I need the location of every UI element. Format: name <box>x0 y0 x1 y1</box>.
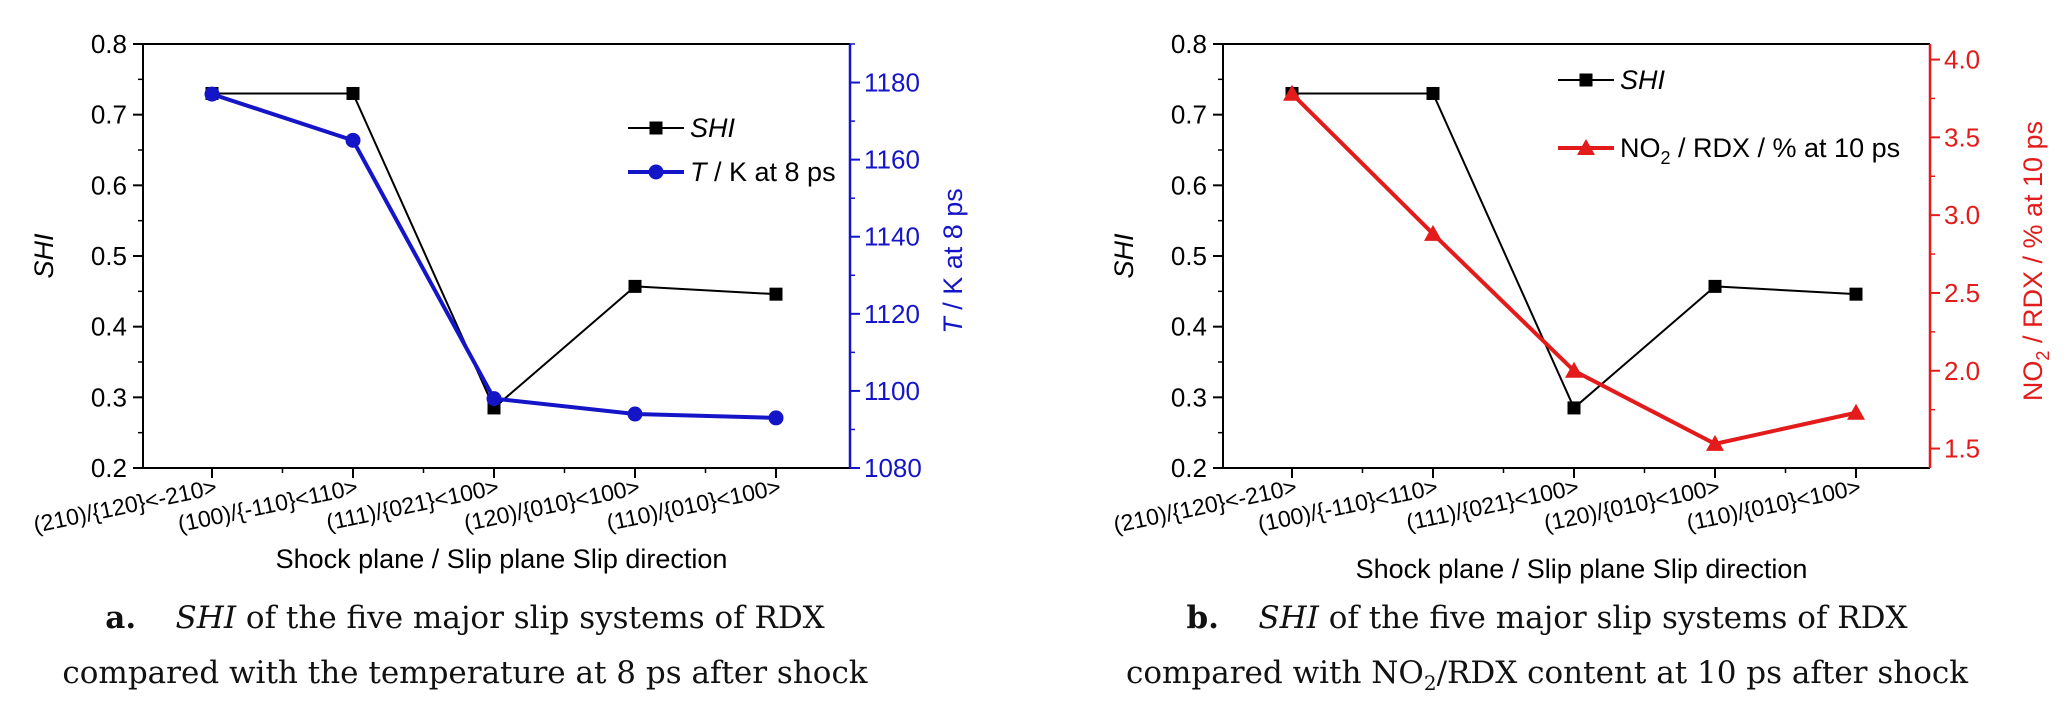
y2-tick-label: 4.0 <box>1944 45 1980 75</box>
y-tick-label: 0.4 <box>91 312 127 342</box>
y-tick-label: 0.6 <box>1171 170 1207 200</box>
legend-label: SHI <box>690 113 736 143</box>
y2-tick-label: 2.0 <box>1944 356 1980 386</box>
y-tick-label: 0.8 <box>91 29 127 59</box>
y2-tick-label: 1100 <box>864 376 920 406</box>
y-axis-title: SHI <box>29 233 59 279</box>
data-point <box>1847 403 1865 420</box>
y-tick-label: 0.2 <box>91 453 127 483</box>
x-axis-title: Shock plane / Slip plane Slip direction <box>276 544 728 574</box>
y-tick-label: 0.7 <box>1171 100 1207 130</box>
legend-label: T / K at 8 ps <box>690 157 836 187</box>
y-tick-label: 0.6 <box>91 170 127 200</box>
y-tick-label: 0.3 <box>1171 382 1207 412</box>
y-tick-label: 0.3 <box>91 382 127 412</box>
legend-marker <box>648 164 664 180</box>
legend-marker <box>649 121 663 135</box>
y2-axis-title: NO2 / RDX / % at 10 ps <box>2018 121 2053 401</box>
data-point <box>1849 287 1863 301</box>
data-point <box>768 410 784 426</box>
data-point <box>486 391 502 407</box>
y2-tick-label: 2.5 <box>1944 278 1980 308</box>
y2-tick-label: 1080 <box>864 453 922 483</box>
y-tick-label: 0.4 <box>1171 312 1207 342</box>
data-point <box>769 287 783 301</box>
chart-panel-b: 0.20.30.40.50.60.70.81.52.02.53.03.54.0(… <box>1109 29 2053 695</box>
y-tick-label: 0.2 <box>1171 453 1207 483</box>
caption-line-1: a. SHI of the five major slip systems of… <box>105 600 825 636</box>
data-point <box>1565 361 1583 378</box>
chart-panel-a: 0.2 0.3 0.4 0.5 0.6 0.7 0.8 1080 1100 1120 1140 116… <box>29 29 968 691</box>
data-point <box>628 279 642 293</box>
y-tick-label: 0.8 <box>1171 29 1207 59</box>
legend-label: NO2 / RDX / % at 10 ps <box>1620 133 1900 168</box>
caption-line-1: b. SHI of the five major slip systems of… <box>1186 600 1907 636</box>
legend-marker <box>1577 139 1595 155</box>
caption-line-2: compared with NO2/RDX content at 10 ps a… <box>1126 655 1968 695</box>
data-point <box>627 406 643 422</box>
y2-tick-label: 3.0 <box>1944 200 1980 230</box>
data-point <box>1426 86 1440 100</box>
data-point <box>1567 401 1581 415</box>
y2-tick-label: 1120 <box>864 299 920 329</box>
y2-axis-title: T / K at 8 ps <box>938 188 968 334</box>
y-tick-label: 0.5 <box>91 241 127 271</box>
legend-marker <box>1579 73 1593 87</box>
x-axis-title: Shock plane / Slip plane Slip direction <box>1356 554 1808 584</box>
y-tick-label: 0.7 <box>91 100 127 130</box>
y2-tick-label: 3.5 <box>1944 122 1980 152</box>
data-point <box>345 132 361 148</box>
series-temperature <box>204 86 784 426</box>
figure-caption: a. SHI of the five major slip systems of… <box>62 600 867 691</box>
data-point <box>204 86 220 102</box>
legend: SHI NO2 / RDX / % at 10 ps <box>1558 65 1900 168</box>
y2-tick-label: 1180 <box>864 68 920 98</box>
y-tick-label: 0.5 <box>1171 241 1207 271</box>
series-no2-rdx <box>1283 84 1865 451</box>
y2-tick-label: 1.5 <box>1944 434 1980 464</box>
data-point <box>1706 434 1724 451</box>
y-axis-title: SHI <box>1109 233 1139 279</box>
figure-caption: b. SHI of the five major slip systems of… <box>1126 600 1968 695</box>
legend: SHI T / K at 8 ps <box>628 113 836 187</box>
data-point <box>1708 279 1722 293</box>
y2-tick-label: 1140 <box>864 222 920 252</box>
legend-label: SHI <box>1620 65 1666 95</box>
series-shi <box>205 86 783 415</box>
data-point <box>1424 224 1442 241</box>
caption-line-2: compared with the temperature at 8 ps af… <box>62 655 867 691</box>
data-point <box>346 86 360 100</box>
data-point <box>1283 84 1301 101</box>
y2-tick-label: 1160 <box>864 145 920 175</box>
